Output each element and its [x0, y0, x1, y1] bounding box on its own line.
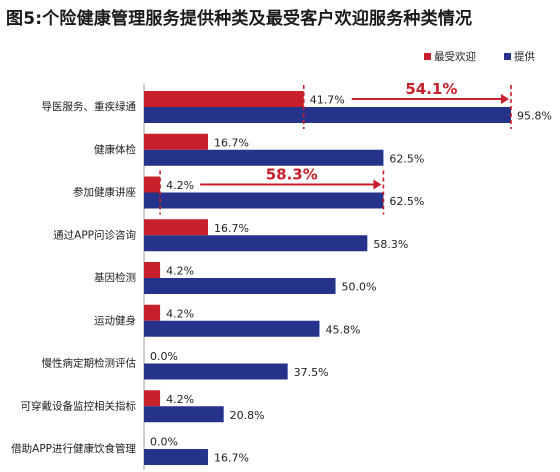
category-5-provided-bar	[144, 278, 336, 294]
category-5-label: 基因检测	[94, 271, 136, 284]
category-2-label: 健康体检	[94, 143, 136, 156]
legend-provided-label: 提供	[514, 50, 535, 63]
category-1-popular-bar	[144, 91, 304, 107]
category-5-provided-value: 50.0%	[342, 281, 377, 294]
category-6-label: 运动健身	[94, 314, 136, 327]
category-3-provided-bar	[144, 192, 384, 209]
category-8-provided-value: 20.8%	[230, 409, 265, 422]
category-9-provided-bar	[144, 449, 208, 465]
category-8-popular-bar	[144, 390, 161, 407]
category-4-popular-value: 16.7%	[214, 222, 249, 235]
category-9-label: 借助APP进行健康饮食管理	[11, 442, 136, 455]
category-2-popular-bar	[144, 133, 208, 150]
category-9-popular-value: 0.0%	[150, 436, 178, 449]
category-1-provided-value: 95.8%	[517, 110, 552, 123]
category-6-provided-bar	[144, 320, 320, 337]
category-3-provided-value: 62.5%	[389, 195, 424, 208]
gap-annotation-1-label: 54.1%	[405, 80, 457, 98]
category-4-provided-bar	[144, 235, 368, 252]
category-8-popular-value: 4.2%	[166, 393, 194, 406]
category-4-label: 通过APP问诊咨询	[53, 228, 136, 241]
legend-provided-swatch	[504, 53, 511, 60]
category-7-provided-bar	[144, 363, 288, 380]
category-3-label: 参加健康讲座	[73, 186, 136, 199]
category-6-provided-value: 45.8%	[325, 323, 360, 336]
category-2-provided-bar	[144, 149, 384, 166]
gap-annotation-2-arrow-head	[373, 179, 382, 190]
category-5-popular-bar	[144, 262, 161, 278]
category-7-provided-value: 37.5%	[294, 366, 329, 379]
category-5-popular-value: 4.2%	[166, 265, 194, 278]
category-1-popular-value: 41.7%	[310, 94, 345, 107]
chart-title: 图5:个险健康管理服务提供种类及最受客户欢迎服务种类情况	[6, 9, 473, 29]
legend-popular-swatch	[424, 53, 431, 60]
category-3-popular-value: 4.2%	[166, 179, 194, 192]
category-9-provided-value: 16.7%	[214, 452, 249, 465]
category-4-popular-bar	[144, 219, 208, 236]
gap-annotation-1-arrow-head	[501, 94, 509, 104]
category-2-provided-value: 62.5%	[389, 152, 424, 165]
category-3-popular-bar	[144, 176, 161, 193]
category-6-popular-bar	[144, 304, 161, 321]
category-4-provided-value: 58.3%	[373, 238, 408, 251]
legend-popular-label: 最受欢迎	[434, 50, 476, 63]
category-8-provided-bar	[144, 406, 224, 423]
category-1-label: 导医服务、重疾绿通	[42, 100, 137, 113]
category-7-popular-value: 0.0%	[150, 350, 178, 363]
category-2-popular-value: 16.7%	[214, 136, 249, 149]
gap-annotation-2-label: 58.3%	[266, 166, 318, 184]
category-7-label: 慢性病定期检测评估	[42, 357, 137, 370]
category-8-label: 可穿戴设备监控相关指标	[21, 399, 137, 412]
category-6-popular-value: 4.2%	[166, 307, 194, 320]
category-1-provided-bar	[144, 107, 511, 123]
